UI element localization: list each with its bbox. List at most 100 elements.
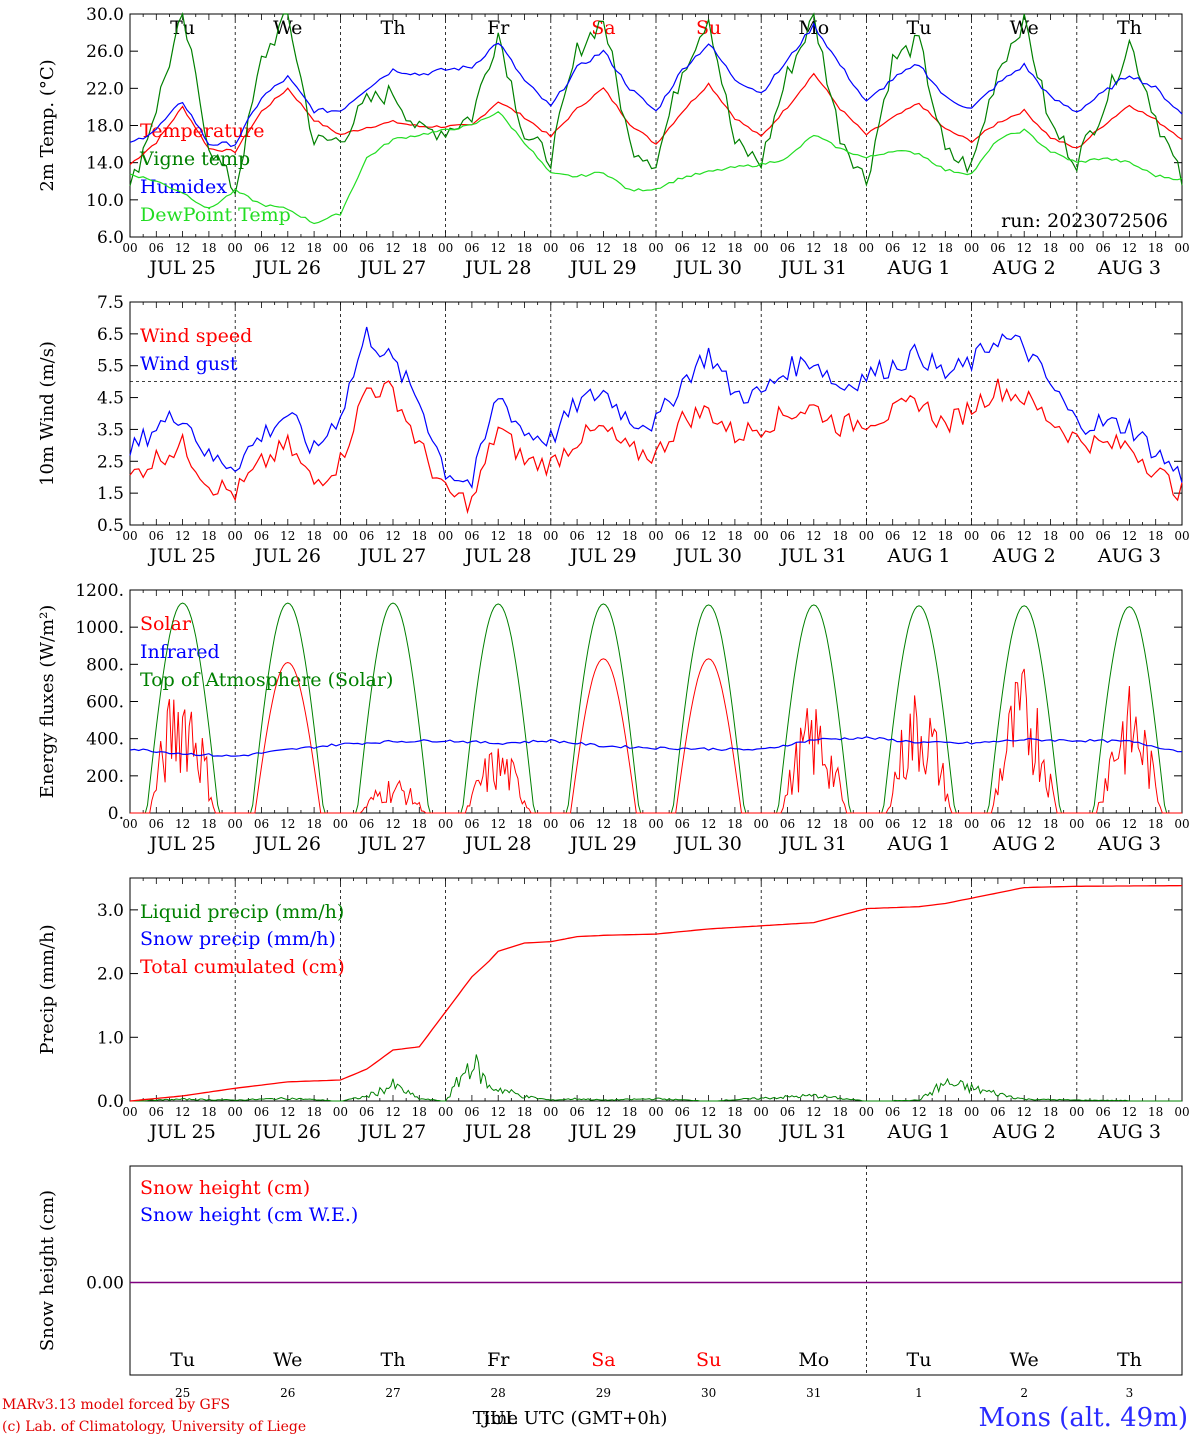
hour-tick-label: 06 — [359, 241, 374, 255]
hour-tick-label: 06 — [990, 529, 1005, 543]
hour-tick-label: 12 — [596, 1105, 611, 1119]
legend-entry: Total cumulated (cm) — [140, 956, 345, 978]
day-number-label: 27 — [385, 1386, 400, 1400]
hour-tick-label: 18 — [622, 817, 637, 831]
date-label: JUL 29 — [568, 833, 636, 855]
day-number-label: 31 — [806, 1386, 821, 1400]
hour-tick-label: 00 — [122, 817, 137, 831]
date-label: AUG 3 — [1097, 257, 1161, 279]
y-tick-label: 14.0 — [86, 154, 124, 174]
hour-tick-label: 18 — [622, 241, 637, 255]
series-line-wind-gust — [129, 326, 1183, 490]
y-tick-label: 22.0 — [86, 79, 124, 99]
date-label: JUL 25 — [147, 1121, 215, 1143]
hour-tick-label: 00 — [333, 817, 348, 831]
hour-tick-label: 06 — [569, 529, 584, 543]
hour-tick-label: 00 — [122, 529, 137, 543]
hour-tick-label: 00 — [1174, 529, 1189, 543]
hour-tick-label: 18 — [832, 529, 847, 543]
hour-tick-label: 06 — [990, 1105, 1005, 1119]
date-label: JUL 30 — [673, 1121, 741, 1143]
date-label: JUL 29 — [568, 1121, 636, 1143]
date-label: JUL 28 — [463, 833, 531, 855]
hour-tick-label: 18 — [938, 817, 953, 831]
hour-tick-label: 12 — [491, 1105, 506, 1119]
hour-tick-label: 06 — [149, 241, 164, 255]
hour-tick-label: 00 — [438, 817, 453, 831]
day-number-label: 25 — [175, 1386, 190, 1400]
hour-tick-label: 00 — [754, 241, 769, 255]
hour-tick-label: 12 — [175, 529, 190, 543]
legend-entry: Liquid precip (mm/h) — [140, 901, 344, 923]
date-label: JUL 27 — [358, 1121, 426, 1143]
y-tick-label: 400. — [86, 730, 124, 750]
hour-tick-label: 12 — [1122, 529, 1137, 543]
day-number-label: 3 — [1126, 1386, 1134, 1400]
hour-tick-label: 06 — [569, 817, 584, 831]
y-tick-label: 18.0 — [86, 117, 124, 137]
hour-tick-label: 00 — [754, 1105, 769, 1119]
hour-tick-label: 00 — [964, 817, 979, 831]
hour-tick-label: 12 — [175, 241, 190, 255]
hour-tick-label: 00 — [228, 1105, 243, 1119]
hour-tick-label: 00 — [754, 529, 769, 543]
hour-tick-label: 12 — [911, 1105, 926, 1119]
y-tick-label: 2.0 — [97, 965, 124, 985]
hour-tick-label: 00 — [754, 817, 769, 831]
hour-tick-label: 18 — [412, 529, 427, 543]
legend-entry: Wind speed — [140, 325, 252, 347]
weekday-label-bottom: Fr — [487, 1349, 510, 1371]
date-label: AUG 2 — [992, 833, 1056, 855]
hour-tick-label: 12 — [280, 817, 295, 831]
hour-tick-label: 00 — [333, 1105, 348, 1119]
hour-tick-label: 18 — [938, 529, 953, 543]
y-tick-label: 26.0 — [86, 42, 124, 62]
hour-tick-label: 06 — [780, 241, 795, 255]
hour-tick-label: 18 — [517, 241, 532, 255]
hour-tick-label: 06 — [464, 1105, 479, 1119]
date-label: JUL 26 — [253, 545, 321, 567]
hour-tick-label: 06 — [885, 241, 900, 255]
date-label: JUL 28 — [463, 257, 531, 279]
hour-tick-label: 06 — [569, 1105, 584, 1119]
hour-tick-label: 18 — [727, 241, 742, 255]
date-label: AUG 3 — [1097, 833, 1161, 855]
y-axis-title: Snow height (cm) — [37, 1190, 58, 1351]
hour-tick-label: 00 — [122, 1105, 137, 1119]
series-line-total-cumulated — [129, 884, 1183, 1102]
date-label: AUG 2 — [992, 545, 1056, 567]
weekday-label: We — [1010, 17, 1039, 39]
series-line-wind-speed — [129, 378, 1183, 515]
date-label: AUG 1 — [886, 833, 950, 855]
hour-tick-label: 00 — [1069, 529, 1084, 543]
hour-tick-label: 18 — [622, 529, 637, 543]
hour-tick-label: 12 — [385, 529, 400, 543]
hour-tick-label: 12 — [596, 817, 611, 831]
hour-tick-label: 18 — [727, 529, 742, 543]
date-label: JUL 27 — [358, 257, 426, 279]
hour-tick-label: 06 — [885, 529, 900, 543]
date-label: JUL 26 — [253, 833, 321, 855]
hour-tick-label: 12 — [1017, 241, 1032, 255]
hour-tick-label: 00 — [964, 1105, 979, 1119]
hour-tick-label: 12 — [806, 241, 821, 255]
legend-entry: Solar — [140, 613, 192, 635]
hour-tick-label: 06 — [149, 1105, 164, 1119]
hour-tick-label: 06 — [780, 529, 795, 543]
date-label: AUG 1 — [886, 257, 950, 279]
hour-tick-label: 06 — [359, 817, 374, 831]
y-tick-label: 0.0 — [97, 1092, 124, 1112]
y-tick-label: 1.0 — [97, 1028, 124, 1048]
time-axis-title: Time UTC (GMT+0h) — [473, 1408, 668, 1429]
weekday-label-bottom: Sa — [591, 1349, 615, 1371]
hour-tick-label: 00 — [438, 1105, 453, 1119]
date-label: JUL 29 — [568, 257, 636, 279]
hour-tick-label: 06 — [885, 817, 900, 831]
hour-tick-label: 12 — [280, 1105, 295, 1119]
weekday-label-bottom: We — [1010, 1349, 1039, 1371]
hour-tick-label: 06 — [780, 1105, 795, 1119]
y-tick-label: 4.5 — [97, 389, 124, 409]
series-line-dewpoint-temp — [129, 111, 1183, 225]
hour-tick-label: 12 — [1017, 529, 1032, 543]
